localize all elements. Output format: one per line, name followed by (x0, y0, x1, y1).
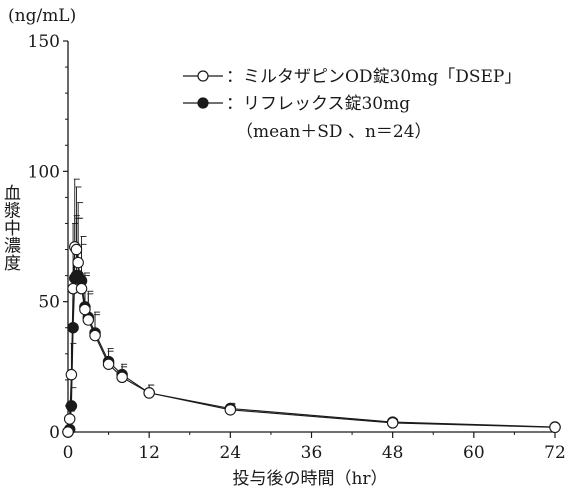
x-tick-label: 24 (220, 443, 242, 463)
data-point (65, 400, 78, 412)
series-line (67, 275, 556, 433)
x-tick-label: 12 (138, 443, 160, 463)
x-axis-label: 投与後の時間（hr） (232, 469, 387, 489)
data-point (63, 413, 76, 425)
data-point (67, 321, 79, 334)
data-point (65, 368, 78, 381)
y-tick-label: 50 (38, 293, 60, 313)
data-point (79, 303, 91, 316)
data-point (89, 329, 101, 342)
legend-label-open: ：ミルタザピンOD錠30mg「DSEP」 (226, 67, 521, 87)
axes: 0 50 100 150 0 12 24 36 48 60 72 (28, 32, 566, 463)
legend: ：ミルタザピンOD錠30mg「DSEP」 ：リフレックス錠30mg （mean＋… (183, 67, 521, 142)
legend-marker-filled (197, 97, 209, 109)
x-tick-label: 48 (382, 443, 404, 463)
y-tick-label: 150 (28, 32, 60, 52)
x-tick-label: 72 (544, 443, 566, 463)
data-point (143, 387, 155, 399)
series-open (62, 178, 561, 438)
data-point (72, 256, 84, 269)
series-layer (62, 178, 561, 438)
x-tick-label: 60 (463, 443, 485, 463)
y-tick-label: 100 (28, 162, 60, 182)
data-point (549, 421, 561, 434)
y-unit-label: (ng/mL) (8, 6, 76, 26)
x-tick-label: 0 (63, 443, 74, 463)
y-axis-label: 血漿中濃度 (0, 184, 20, 272)
data-point (386, 417, 399, 429)
legend-note: （mean＋SD 、n＝24） (236, 122, 432, 142)
data-point (62, 426, 74, 438)
data-point (82, 314, 95, 326)
data-point (70, 243, 83, 256)
series-filled (62, 215, 561, 438)
data-point (224, 404, 237, 416)
series-line (67, 245, 556, 433)
x-tick-label: 36 (301, 443, 323, 463)
legend-label-filled: ：リフレックス錠30mg (226, 94, 410, 114)
data-point (116, 371, 128, 384)
data-point (102, 358, 115, 370)
y-tick-label: 0 (49, 423, 60, 443)
legend-marker-open (197, 70, 209, 82)
data-point (75, 282, 88, 295)
